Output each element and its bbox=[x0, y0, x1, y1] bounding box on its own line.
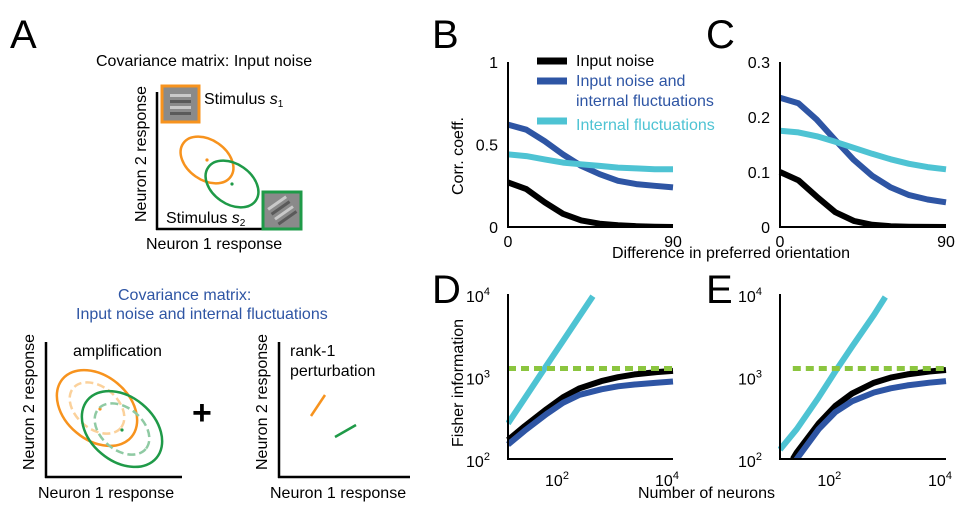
panel-c-ytick-2: 0.2 bbox=[748, 110, 770, 127]
panel-c-chart: 0 90 0 0.1 0.2 0.3 bbox=[748, 55, 955, 251]
amplification-label: amplification bbox=[73, 343, 162, 360]
rank1-orange-segment bbox=[309, 394, 327, 417]
panel-label-a: A bbox=[10, 13, 37, 57]
panel-d-ytick-2: 104 bbox=[466, 286, 490, 306]
panel-b-ytick-2: 1 bbox=[489, 55, 498, 72]
panel-a-top-ylabel: Neuron 2 response bbox=[133, 86, 150, 222]
rank1-xlabel: Neuron 1 response bbox=[270, 485, 406, 502]
panel-label-b: B bbox=[432, 13, 459, 57]
panel-d-xtick-1: 104 bbox=[655, 470, 679, 490]
ylabel-fisher: Fisher information bbox=[450, 319, 467, 447]
panel-c-ytick-3: 0.3 bbox=[748, 55, 770, 72]
legend-label-input-noise: Input noise bbox=[576, 53, 654, 70]
panel-e-ytick-1: 103 bbox=[738, 369, 762, 389]
panel-b-xtick-1: 90 bbox=[664, 234, 682, 251]
panel-c-series-2-line bbox=[779, 127, 947, 173]
panel-a-top-xlabel: Neuron 1 response bbox=[146, 236, 282, 253]
panel-c-ytick-1: 0.1 bbox=[748, 165, 770, 182]
plus-sign: + bbox=[192, 394, 212, 432]
mean-orange bbox=[205, 158, 209, 162]
stimulus1-label: Stimulus s1 bbox=[204, 91, 284, 110]
ellipse-green bbox=[204, 159, 260, 209]
rank1-ylabel: Neuron 2 response bbox=[254, 334, 271, 470]
rank1-label-2: perturbation bbox=[290, 363, 375, 380]
panel-e-xtick-1: 104 bbox=[928, 470, 952, 490]
panel-b-series-0-line bbox=[506, 179, 674, 227]
xlabel-orientation: Difference in preferred orientation bbox=[612, 245, 850, 262]
panel-c-series-1-line bbox=[779, 94, 947, 206]
panel-label-d: D bbox=[432, 268, 461, 312]
panel-e-series-0-line bbox=[790, 367, 947, 459]
panel-a-amplification-plot: Neuron 2 response Neuron 1 response ampl… bbox=[21, 334, 182, 502]
panel-e-chart: 102 104 102 103 104 bbox=[738, 286, 952, 490]
panel-label-e: E bbox=[706, 268, 733, 312]
panel-e-series-1-line bbox=[793, 378, 947, 459]
panel-b-chart: 0 90 0 0.5 1 bbox=[476, 55, 682, 251]
panel-a-rank1-plot: Neuron 2 response Neuron 1 response rank… bbox=[254, 334, 410, 502]
amp-ellipse-orange-dashed bbox=[68, 381, 126, 435]
ylabel-corr: Corr. coeff. bbox=[450, 117, 467, 195]
panel-a-bottom-title-1: Covariance matrix: bbox=[118, 287, 251, 304]
panel-c-xtick-0: 0 bbox=[776, 234, 785, 251]
amp-ellipse-green-dashed bbox=[93, 402, 151, 456]
stimulus1-grating-icon bbox=[160, 84, 201, 124]
panel-b-ytick-1: 0.5 bbox=[476, 138, 498, 155]
panel-c-ytick-0: 0 bbox=[761, 220, 770, 237]
panel-b-xtick-0: 0 bbox=[504, 234, 513, 251]
mean-green bbox=[230, 182, 234, 186]
panel-d-series-1-line bbox=[506, 378, 674, 447]
stimulus2-grating-icon bbox=[261, 190, 303, 231]
panel-d-ytick-0: 102 bbox=[466, 451, 490, 471]
panel-e-ytick-0: 102 bbox=[738, 451, 762, 471]
xlabel-neurons: Number of neurons bbox=[638, 485, 775, 502]
rank1-green-segment bbox=[334, 423, 357, 439]
panel-c-xtick-1: 90 bbox=[937, 234, 955, 251]
panel-d-ytick-1: 103 bbox=[466, 369, 490, 389]
stimulus2-label: Stimulus s2 bbox=[166, 210, 246, 229]
amp-xlabel: Neuron 1 response bbox=[38, 485, 174, 502]
panel-d-xtick-0: 102 bbox=[545, 470, 569, 490]
legend: Input noise Input noise and internal flu… bbox=[537, 53, 715, 134]
panel-e-xtick-0: 102 bbox=[817, 470, 841, 490]
rank1-label-1: rank-1 bbox=[290, 343, 335, 360]
panel-label-c: C bbox=[706, 13, 735, 57]
panel-b-series-2-line bbox=[507, 151, 673, 173]
legend-label-both-2: internal fluctuations bbox=[576, 93, 714, 110]
panel-a-top-title: Covariance matrix: Input noise bbox=[96, 53, 312, 70]
panel-d-series-0-line bbox=[506, 367, 674, 443]
amp-mean-green bbox=[120, 428, 124, 432]
ellipse-orange bbox=[179, 135, 235, 185]
amp-ellipse-orange bbox=[55, 368, 139, 448]
panel-b-ytick-0: 0 bbox=[489, 220, 498, 237]
panel-b-series-1-line bbox=[507, 121, 674, 191]
amp-ylabel: Neuron 2 response bbox=[21, 334, 38, 470]
panel-d-chart: 102 104 102 103 104 bbox=[466, 286, 679, 490]
panel-d-series-2-line bbox=[506, 294, 596, 426]
panel-a-top-plot: Neuron 2 response Neuron 1 response Stim… bbox=[133, 84, 303, 253]
legend-label-both-1: Input noise and bbox=[576, 73, 685, 90]
amp-ellipse-green bbox=[80, 389, 164, 469]
legend-label-internal: Internal fluctuations bbox=[576, 117, 715, 134]
panel-e-series-2-line bbox=[778, 295, 888, 452]
panel-a-bottom-title-2: Input noise and internal fluctuations bbox=[76, 306, 328, 323]
panel-e-ytick-2: 104 bbox=[738, 286, 762, 306]
